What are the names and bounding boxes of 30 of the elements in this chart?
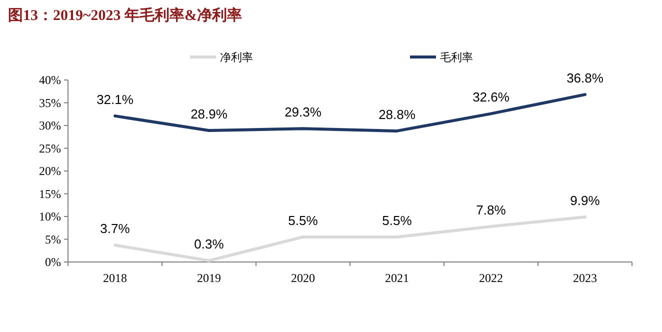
data-label: 29.3% <box>284 104 322 120</box>
y-tick-label: 20% <box>39 164 61 178</box>
data-label: 7.8% <box>476 202 506 218</box>
y-tick-label: 10% <box>39 210 61 224</box>
y-tick-label: 40% <box>39 73 61 87</box>
y-tick-label: 5% <box>45 232 61 246</box>
data-label: 32.1% <box>96 92 134 107</box>
x-tick-label: 2023 <box>573 271 597 285</box>
data-label: 5.5% <box>288 212 318 228</box>
data-label: 36.8% <box>566 70 604 86</box>
x-tick-label: 2022 <box>479 271 503 285</box>
x-tick-label: 2021 <box>385 271 409 285</box>
data-label: 3.7% <box>100 221 130 236</box>
y-tick-label: 15% <box>39 186 61 201</box>
chart-title: 图13：2019~2023 年毛利率&净利率 <box>8 6 242 24</box>
x-tick-label: 2020 <box>291 271 315 285</box>
legend-label: 净利率 <box>220 51 253 64</box>
legend-label: 毛利率 <box>440 51 473 64</box>
y-tick-label: 35% <box>39 96 61 110</box>
data-label: 0.3% <box>194 236 224 252</box>
y-tick-label: 30% <box>39 118 61 132</box>
y-tick-label: 0% <box>45 255 61 269</box>
data-label: 5.5% <box>382 212 412 228</box>
y-tick-label: 25% <box>39 141 61 156</box>
data-label: 32.6% <box>472 90 510 105</box>
x-tick-label: 2019 <box>197 271 221 285</box>
x-tick-label: 2018 <box>103 271 127 285</box>
data-label: 9.9% <box>570 192 600 208</box>
data-label: 28.9% <box>190 106 228 122</box>
data-label: 28.8% <box>378 106 416 122</box>
